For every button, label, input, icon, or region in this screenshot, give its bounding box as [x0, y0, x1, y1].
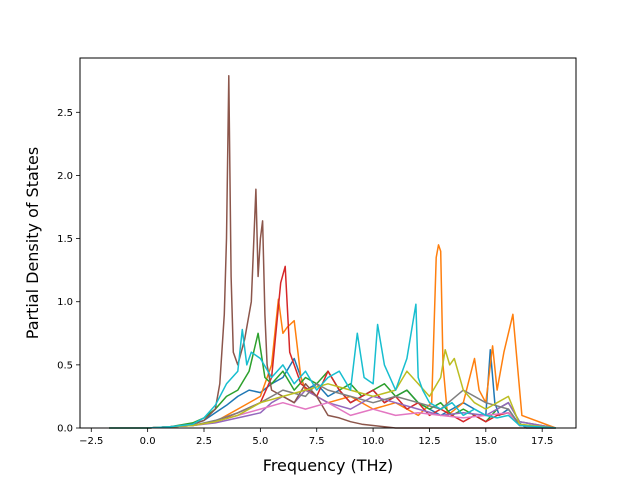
x-tick-label: 12.5 — [418, 436, 440, 447]
y-tick-label: 2.5 — [57, 108, 73, 119]
x-tick-label: 5.0 — [252, 436, 268, 447]
x-tick-label: 17.5 — [531, 436, 553, 447]
y-axis-ticks: 0.0 0.5 1.0 1.5 2.0 2.5 — [57, 108, 80, 435]
series-line — [109, 244, 556, 429]
y-tick-label: 1.5 — [57, 234, 73, 245]
series-line — [109, 348, 556, 429]
series-line — [109, 303, 556, 429]
x-tick-label: 7.5 — [309, 436, 325, 447]
y-tick-label: 1.0 — [57, 297, 73, 308]
x-tick-label: 2.5 — [196, 436, 212, 447]
x-tick-label: 10.0 — [362, 436, 384, 447]
x-tick-label: 0.0 — [140, 436, 156, 447]
x-tick-label: −2.5 — [79, 436, 103, 447]
y-tick-label: 0.5 — [57, 360, 73, 371]
x-axis-label: Frequency (THz) — [263, 456, 393, 475]
y-tick-label: 0.0 — [57, 424, 73, 435]
plot-frame — [79, 57, 577, 429]
y-tick-label: 2.0 — [57, 171, 73, 182]
y-axis-label: Partial Density of States — [23, 147, 42, 339]
x-axis-ticks: −2.5 0.0 2.5 5.0 7.5 10.0 12.5 15.0 17.5 — [79, 428, 553, 447]
x-tick-label: 15.0 — [475, 436, 497, 447]
series-layer — [109, 74, 556, 429]
